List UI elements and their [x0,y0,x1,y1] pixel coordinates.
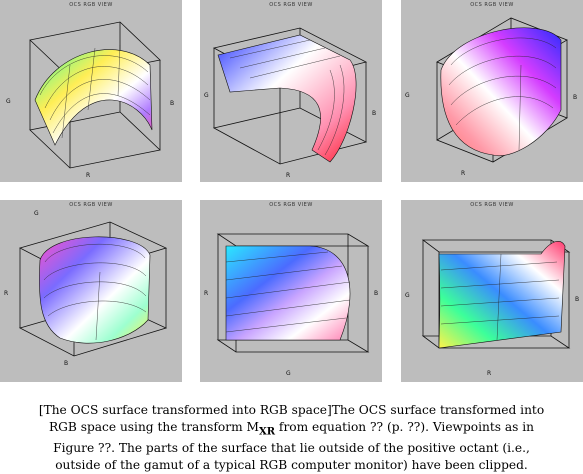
axis-label-b: B [64,360,69,367]
figure-panel-2: OCS RGB VIEW G R B [200,0,382,182]
axis-label-b: B [573,94,578,101]
panel-title: OCS RGB VIEW [69,2,113,8]
transform-subscript: XR [258,426,276,438]
axis-label-g: G [34,210,39,217]
panel-title: OCS RGB VIEW [269,2,313,8]
axis-label-r: R [204,290,209,297]
figure-caption: [The OCS surface transformed into RGB sp… [20,402,563,474]
ocs-surface-plot-4 [18,221,168,357]
axis-label-r: R [461,170,466,177]
axis-label-g: G [405,92,410,99]
axis-label-g: G [204,92,209,99]
axis-label-b: B [372,110,377,117]
axis-label-r: R [286,172,291,179]
axis-label-r: R [4,290,9,297]
caption-line-3: Figure ??. The parts of the surface that… [53,441,530,456]
panel-title: OCS RGB VIEW [470,2,514,8]
axis-label-b: B [374,290,379,297]
axis-label-r: R [86,172,91,179]
axis-label-r: R [487,370,492,377]
ocs-surface-plot-1 [29,21,161,169]
figure-panel-5: OCS RGB VIEW G R B [200,200,382,382]
ocs-surface-plot-3 [436,17,568,163]
caption-line-2: RGB space using the transform MXR from e… [20,419,563,440]
figure-panel-1: OCS RGB VIEW G R B [0,0,182,182]
panel-title: OCS RGB VIEW [269,202,313,208]
caption-line-4: outside of the gamut of a typical RGB co… [55,458,528,473]
panel-title: OCS RGB VIEW [470,202,514,208]
ocs-surface-plot-2 [212,27,368,165]
axis-label-g: G [286,370,291,377]
axis-label-b: B [170,100,175,107]
ocs-surface-plot-5 [216,233,370,353]
axis-label-b: B [575,296,580,303]
caption-line-2-end: from equation ?? (p. ??). Viewpoints as … [275,420,535,434]
figure-panel-6: OCS RGB VIEW G R B [401,200,583,382]
axis-label-g: G [6,98,11,105]
caption-line-1: [The OCS surface transformed into RGB sp… [38,403,545,417]
ocs-surface-plot-6 [421,239,571,349]
panel-title: OCS RGB VIEW [69,202,113,208]
caption-line-2-start: RGB space using the transform M [48,420,259,434]
figure-panel-3: OCS RGB VIEW G R B [401,0,583,182]
axis-label-g: G [405,292,410,299]
figure-panel-4: OCS RGB VIEW G R B [0,200,182,382]
